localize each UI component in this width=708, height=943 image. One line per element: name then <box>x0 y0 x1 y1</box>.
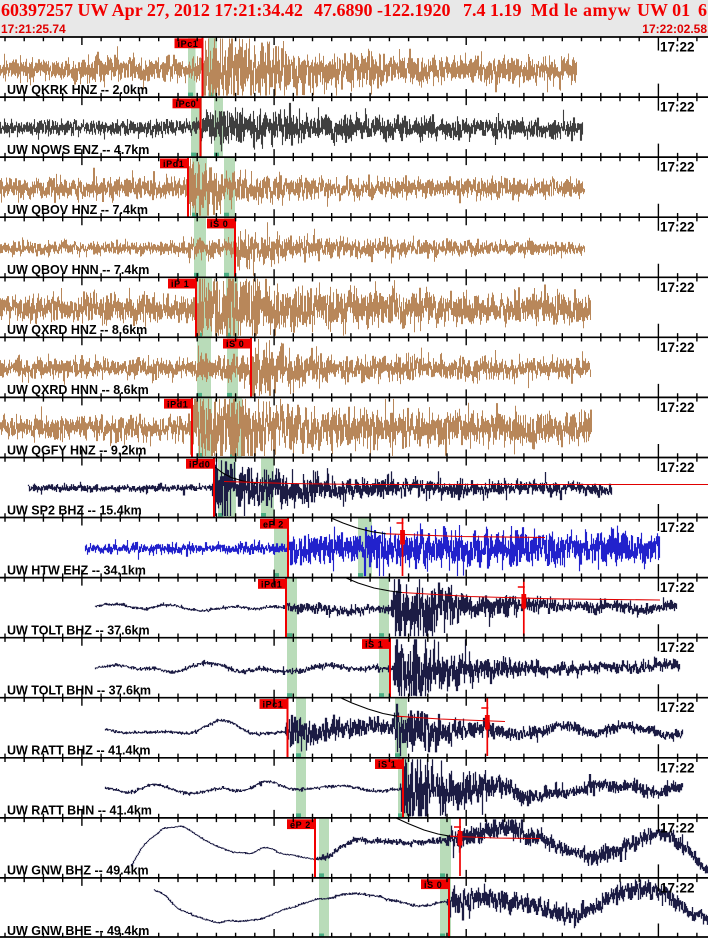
svg-text:UW 01: UW 01 <box>637 0 690 20</box>
svg-text:UW QXRD HNN -- 8.6km: UW QXRD HNN -- 8.6km <box>7 383 149 397</box>
svg-text:17:22: 17:22 <box>660 400 695 415</box>
svg-text:17:22: 17:22 <box>660 460 695 475</box>
svg-text:17:22:02.58: 17:22:02.58 <box>642 22 707 36</box>
svg-text:UW TOLT BHN -- 37.6km: UW TOLT BHN -- 37.6km <box>7 684 151 698</box>
svg-text:Md le amyw: Md le amyw <box>531 0 631 20</box>
svg-text:UW TOLT BHZ -- 37.6km: UW TOLT BHZ -- 37.6km <box>7 624 150 638</box>
svg-text:17:22: 17:22 <box>660 700 695 715</box>
svg-text:17:22: 17:22 <box>660 160 695 175</box>
svg-text:UW QBOV HNN -- 7.4km: UW QBOV HNN -- 7.4km <box>7 263 149 277</box>
svg-text:17:21:25.74: 17:21:25.74 <box>1 22 66 36</box>
svg-text:17:22: 17:22 <box>660 100 695 115</box>
svg-text:iS 1: iS 1 <box>365 640 383 650</box>
svg-text:iP 1: iP 1 <box>171 279 189 289</box>
svg-text:iPd1: iPd1 <box>167 399 188 409</box>
svg-text:UW GNW BHZ -- 49.4km: UW GNW BHZ -- 49.4km <box>7 864 149 878</box>
svg-text:eP 2: eP 2 <box>290 820 311 830</box>
svg-text:17:22: 17:22 <box>660 280 695 295</box>
svg-text:17:22: 17:22 <box>660 520 695 535</box>
svg-text:17:22: 17:22 <box>660 760 695 775</box>
svg-text:7.4 1.19: 7.4 1.19 <box>463 0 522 20</box>
svg-text:17:22: 17:22 <box>660 40 695 55</box>
svg-text:eP 2: eP 2 <box>263 519 284 529</box>
svg-text:iS 0: iS 0 <box>210 219 228 229</box>
svg-text:UW QXRD HNZ -- 8.6km: UW QXRD HNZ -- 8.6km <box>7 323 147 337</box>
svg-text:UW RATT BHZ -- 41.4km: UW RATT BHZ -- 41.4km <box>7 744 151 758</box>
svg-text:UW QBOV HNZ -- 7.4km: UW QBOV HNZ -- 7.4km <box>7 203 148 217</box>
svg-text:17:22: 17:22 <box>660 880 695 895</box>
svg-text:iS 0: iS 0 <box>226 339 244 349</box>
svg-text:UW QKRK HNZ -- 2.0km: UW QKRK HNZ -- 2.0km <box>7 83 148 97</box>
svg-text:UW HTW EHZ -- 34.1km: UW HTW EHZ -- 34.1km <box>7 563 146 577</box>
svg-text:iS 0: iS 0 <box>424 880 442 890</box>
svg-text:iPc0: iPc0 <box>176 99 197 109</box>
svg-text:iPc1: iPc1 <box>178 39 199 49</box>
svg-text:iPd1: iPd1 <box>261 580 282 590</box>
svg-text:6: 6 <box>698 0 707 20</box>
svg-text:17:22: 17:22 <box>660 820 695 835</box>
svg-text:17:22: 17:22 <box>660 640 695 655</box>
svg-text:iS 1: iS 1 <box>378 760 396 770</box>
svg-text:17:22: 17:22 <box>660 220 695 235</box>
svg-text:UW NOWS ENZ -- 4.7km: UW NOWS ENZ -- 4.7km <box>7 143 149 157</box>
svg-text:UW QGFY HNZ -- 9.2km: UW QGFY HNZ -- 9.2km <box>7 443 146 457</box>
svg-text:47.6890 -122.1920: 47.6890 -122.1920 <box>314 0 451 20</box>
svg-text:iPd0: iPd0 <box>189 459 210 469</box>
svg-text:UW GNW BHE -- 49.4km: UW GNW BHE -- 49.4km <box>7 924 149 938</box>
svg-text:60397257 UW Apr 27, 2012 17:21: 60397257 UW Apr 27, 2012 17:21:34.42 <box>1 0 303 20</box>
svg-text:17:22: 17:22 <box>660 580 695 595</box>
svg-text:iPd1: iPd1 <box>163 159 184 169</box>
svg-text:17:22: 17:22 <box>660 340 695 355</box>
svg-text:UW RATT BHN -- 41.4km: UW RATT BHN -- 41.4km <box>7 804 152 818</box>
svg-text:UW SP2 BHZ -- 15.4km: UW SP2 BHZ -- 15.4km <box>7 503 142 517</box>
svg-text:iPc1: iPc1 <box>263 700 284 710</box>
